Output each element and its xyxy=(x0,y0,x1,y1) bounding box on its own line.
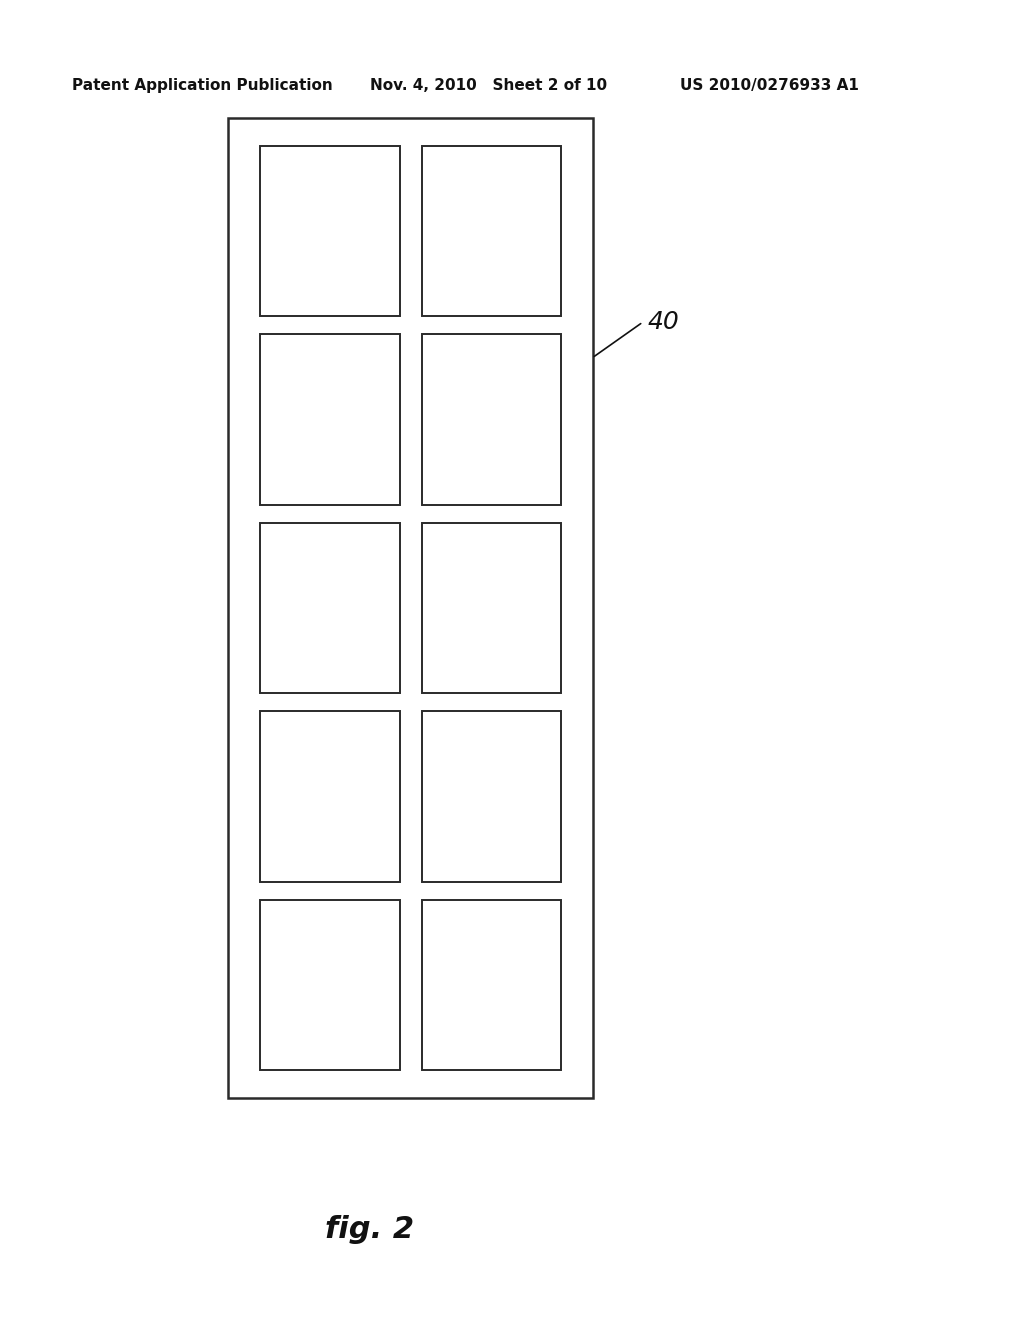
Bar xyxy=(422,900,561,1071)
Bar xyxy=(422,334,561,504)
Bar xyxy=(260,147,399,317)
Bar xyxy=(422,147,561,317)
Bar xyxy=(260,334,399,504)
Text: Nov. 4, 2010   Sheet 2 of 10: Nov. 4, 2010 Sheet 2 of 10 xyxy=(370,78,607,92)
Bar xyxy=(260,900,399,1071)
Text: US 2010/0276933 A1: US 2010/0276933 A1 xyxy=(680,78,859,92)
Bar xyxy=(422,711,561,882)
Bar xyxy=(228,117,593,1098)
Text: Patent Application Publication: Patent Application Publication xyxy=(72,78,333,92)
Text: fig. 2: fig. 2 xyxy=(326,1216,415,1245)
Bar xyxy=(422,523,561,693)
Bar xyxy=(260,523,399,693)
Text: 40: 40 xyxy=(648,310,680,334)
Bar xyxy=(260,711,399,882)
